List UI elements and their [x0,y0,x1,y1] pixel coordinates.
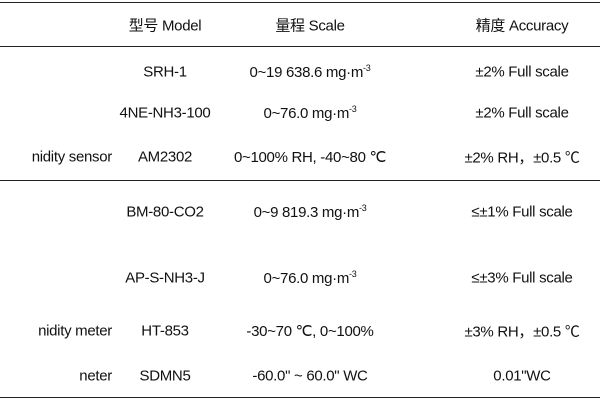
scale-text: 0~100% RH, -40~80 ℃ [233,149,387,166]
model-cell: HT-853 [141,322,189,340]
scale-text: -60.0" ~ 60.0" WC [252,367,368,385]
model-cell: BM-80-CO2 [126,203,204,221]
accuracy-cell: 0.01"WC [493,367,551,385]
header-cell: 型号 Model [128,17,202,35]
scale-cell: 0~100% RH, -40~80 ℃ [234,148,386,166]
scale-text: -30~70 ℃, 0~100% [246,323,374,340]
accuracy-cell: ±2% Full scale [475,104,569,122]
scale-cell: 0~76.0 mg·m-3 [264,269,357,287]
model-cell: SDMN5 [139,367,191,385]
model-cell: AM2302 [137,148,193,166]
table-rule [0,180,600,181]
table-rule [0,46,600,47]
group-cell: neter [79,367,112,385]
model-cell: 4NE-NH3-100 [119,104,211,122]
accuracy-cell: ±3% RH，±0.5 ℃ [464,323,580,341]
scale-cell: 0~9 819.3 mg·m-3 [254,203,367,221]
group-cell: nidity sensor [31,148,113,166]
scale-cell: 0~76.0 mg·m-3 [264,104,357,122]
scale-text: 0~19 638.6 mg·m [249,64,364,81]
scale-superscript: -3 [359,203,367,213]
header-cell: 量程 Scale [275,17,345,35]
scale-superscript: -3 [349,104,357,114]
scale-superscript: -3 [349,269,357,279]
scale-text: 0~9 819.3 mg·m [253,204,360,221]
scale-cell: -60.0" ~ 60.0" WC [252,368,367,385]
scale-text: 0~76.0 mg·m [263,105,350,122]
scale-text: 0~76.0 mg·m [263,270,350,287]
model-cell: SRH-1 [143,63,187,81]
accuracy-cell: ±2% RH，±0.5 ℃ [464,149,580,167]
header-cell: 精度 Accuracy [475,17,569,35]
group-cell: nidity meter [38,322,112,340]
scale-cell: 0~19 638.6 mg·m-3 [250,63,371,81]
scale-cell: -30~70 ℃, 0~100% [246,322,373,340]
model-cell: AP-S-NH3-J [125,269,205,287]
table-rule [0,2,600,3]
accuracy-cell: ≤±1% Full scale [471,203,573,221]
accuracy-cell: ≤±3% Full scale [471,269,573,287]
table-rule [0,397,600,398]
accuracy-cell: ±2% Full scale [475,63,569,81]
scale-superscript: -3 [363,63,371,73]
